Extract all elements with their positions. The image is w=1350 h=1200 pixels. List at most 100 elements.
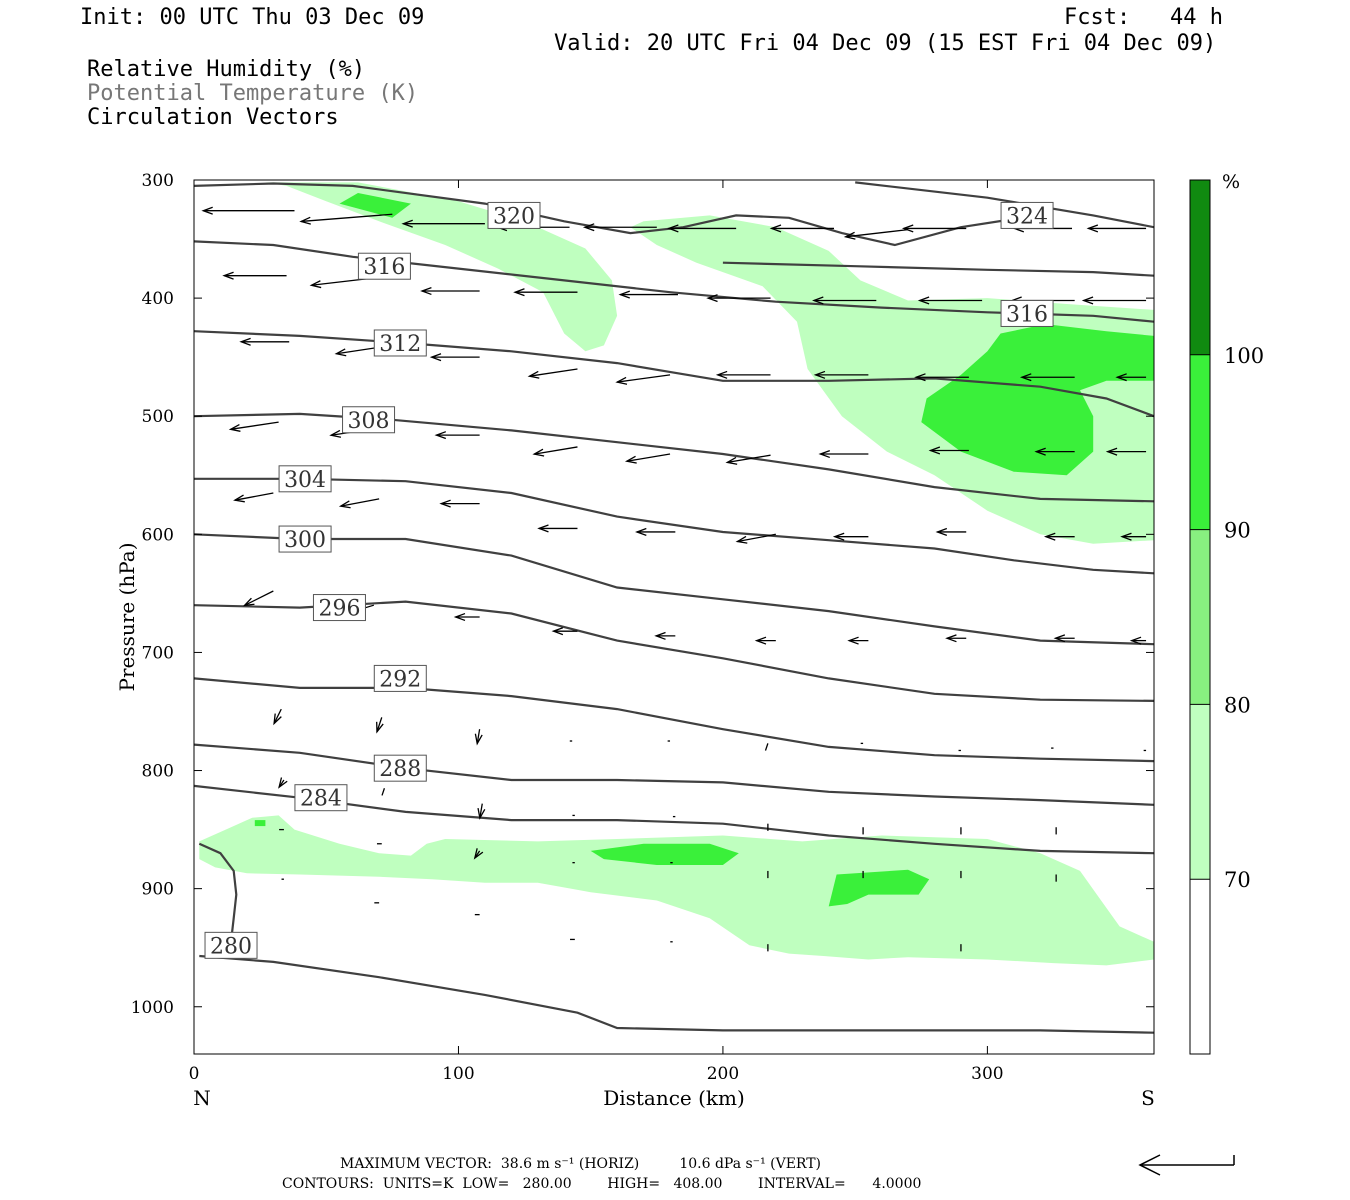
theta-contour-line: [194, 477, 1154, 575]
circulation-vector: [1081, 296, 1147, 305]
x-right-label: S: [1141, 1086, 1155, 1110]
svg-text:296: 296: [318, 597, 360, 622]
max-vector-line: MAXIMUM VECTOR: 38.6 m s⁻¹ (HORIZ) 10.6 …: [340, 1156, 822, 1172]
circulation-vector: [654, 631, 676, 640]
y-tick-label: 700: [142, 643, 174, 663]
theta-contour-line: [194, 330, 1154, 418]
y-tick-label: 1000: [131, 998, 174, 1018]
svg-text:288: 288: [379, 757, 421, 782]
colorbar-label: 70: [1224, 868, 1251, 892]
rh-region: [199, 815, 1154, 966]
theta-contour-line: [194, 677, 1154, 763]
circulation-vector: [474, 729, 483, 746]
circulation-vector: [914, 373, 969, 382]
circulation-vector: [832, 532, 869, 541]
y-axis-label: Pressure (hPa): [115, 543, 139, 692]
circulation-vector: [434, 431, 480, 440]
circulation-vector: [935, 527, 967, 537]
colorbar-frame: [1189, 179, 1211, 1055]
circulation-vector: [420, 286, 480, 296]
svg-text:292: 292: [379, 667, 421, 692]
circulation-vector: [527, 368, 578, 379]
theta-contour-label: 284: [294, 784, 348, 812]
x-tick-label: 300: [971, 1064, 1003, 1084]
svg-text:320: 320: [493, 204, 535, 229]
circulation-vector: [706, 294, 771, 303]
circulation-vector: [513, 288, 578, 297]
circulation-vector: [537, 524, 578, 533]
circulation-vector: [273, 708, 282, 726]
circulation-vector: [473, 848, 484, 860]
valid-time: Valid: 20 UTC Fri 04 Dec 09 (15 EST Fri …: [554, 31, 1217, 56]
theta-contour-label: 320: [487, 201, 541, 229]
circulation-vector: [1043, 532, 1075, 541]
circulation-vector: [901, 224, 967, 233]
circulation-vector: [715, 370, 771, 379]
circulation-vector: [843, 228, 909, 240]
circulation-vector: [532, 446, 578, 457]
circulation-vector: [917, 296, 983, 305]
theta-contour-label: 292: [373, 664, 427, 692]
field-vectors: Circulation Vectors: [87, 105, 339, 130]
svg-text:284: 284: [300, 787, 342, 812]
circulation-vector: [1034, 447, 1075, 456]
circulation-vector: [667, 224, 737, 233]
circulation-vector: [551, 627, 578, 636]
rh-region: [828, 869, 930, 907]
circulation-vector: [228, 421, 279, 432]
circulation-vector: [615, 374, 671, 385]
colorbar-segment: [1190, 354, 1210, 530]
circulation-vector: [222, 271, 287, 280]
rh-region: [339, 193, 411, 218]
theta-contour-label: 316: [1000, 299, 1054, 327]
reference-vector-icon: [1138, 1154, 1235, 1176]
colorbar-segment: [1190, 879, 1210, 1054]
colorbar-unit: %: [1222, 171, 1240, 193]
circulation-vector: [242, 590, 274, 607]
field-rh: Relative Humidity (%): [87, 57, 366, 82]
svg-text:312: 312: [379, 332, 421, 357]
circulation-vector: [299, 213, 393, 225]
circulation-vector: [725, 454, 771, 465]
rh-region: [590, 843, 739, 865]
theta-contour-label: 316: [357, 252, 411, 280]
circulation-vector: [928, 446, 969, 455]
x-tick-label: 100: [442, 1064, 474, 1084]
plot-frame: [193, 179, 1155, 1055]
circulation-vector: [439, 499, 480, 508]
theta-contour-label: 308: [342, 406, 396, 434]
x-left-label: N: [193, 1086, 211, 1110]
circulation-vector: [376, 717, 384, 734]
y-tick-label: 400: [142, 289, 174, 309]
x-tick-label: 200: [707, 1064, 739, 1084]
colorbar-segment: [1190, 180, 1210, 355]
circulation-vector: [582, 223, 657, 232]
theta-contour-label: 304: [278, 465, 332, 493]
circulation-vector: [1105, 447, 1147, 456]
y-tick-label: 800: [142, 762, 174, 782]
y-tick-label: 900: [142, 880, 174, 900]
circulation-vector: [812, 296, 877, 305]
theta-contour-label: 296: [312, 594, 366, 622]
theta-contour-line: [194, 784, 1154, 855]
circulation-vector: [754, 636, 776, 645]
y-tick-label: 600: [142, 525, 174, 545]
circulation-vector: [278, 777, 288, 789]
svg-text:316: 316: [363, 255, 405, 280]
circulation-vector: [818, 449, 869, 459]
circulation-vector: [239, 337, 290, 346]
circulation-vector: [624, 453, 671, 464]
theta-contour-label: 324: [1000, 201, 1054, 229]
x-tick-label: 0: [189, 1064, 200, 1084]
circulation-vector: [381, 788, 386, 796]
colorbar-label: 80: [1224, 693, 1251, 717]
svg-text:324: 324: [1006, 204, 1048, 229]
colorbar-label: 90: [1224, 519, 1251, 543]
init-time: Init: 00 UTC Thu 03 Dec 09: [80, 5, 425, 30]
rh-region: [921, 324, 1154, 476]
theta-contour-label: 280: [204, 931, 258, 959]
circulation-vector: [1129, 636, 1147, 645]
colorbar-segment: [1190, 704, 1210, 880]
circulation-vector: [477, 803, 486, 820]
